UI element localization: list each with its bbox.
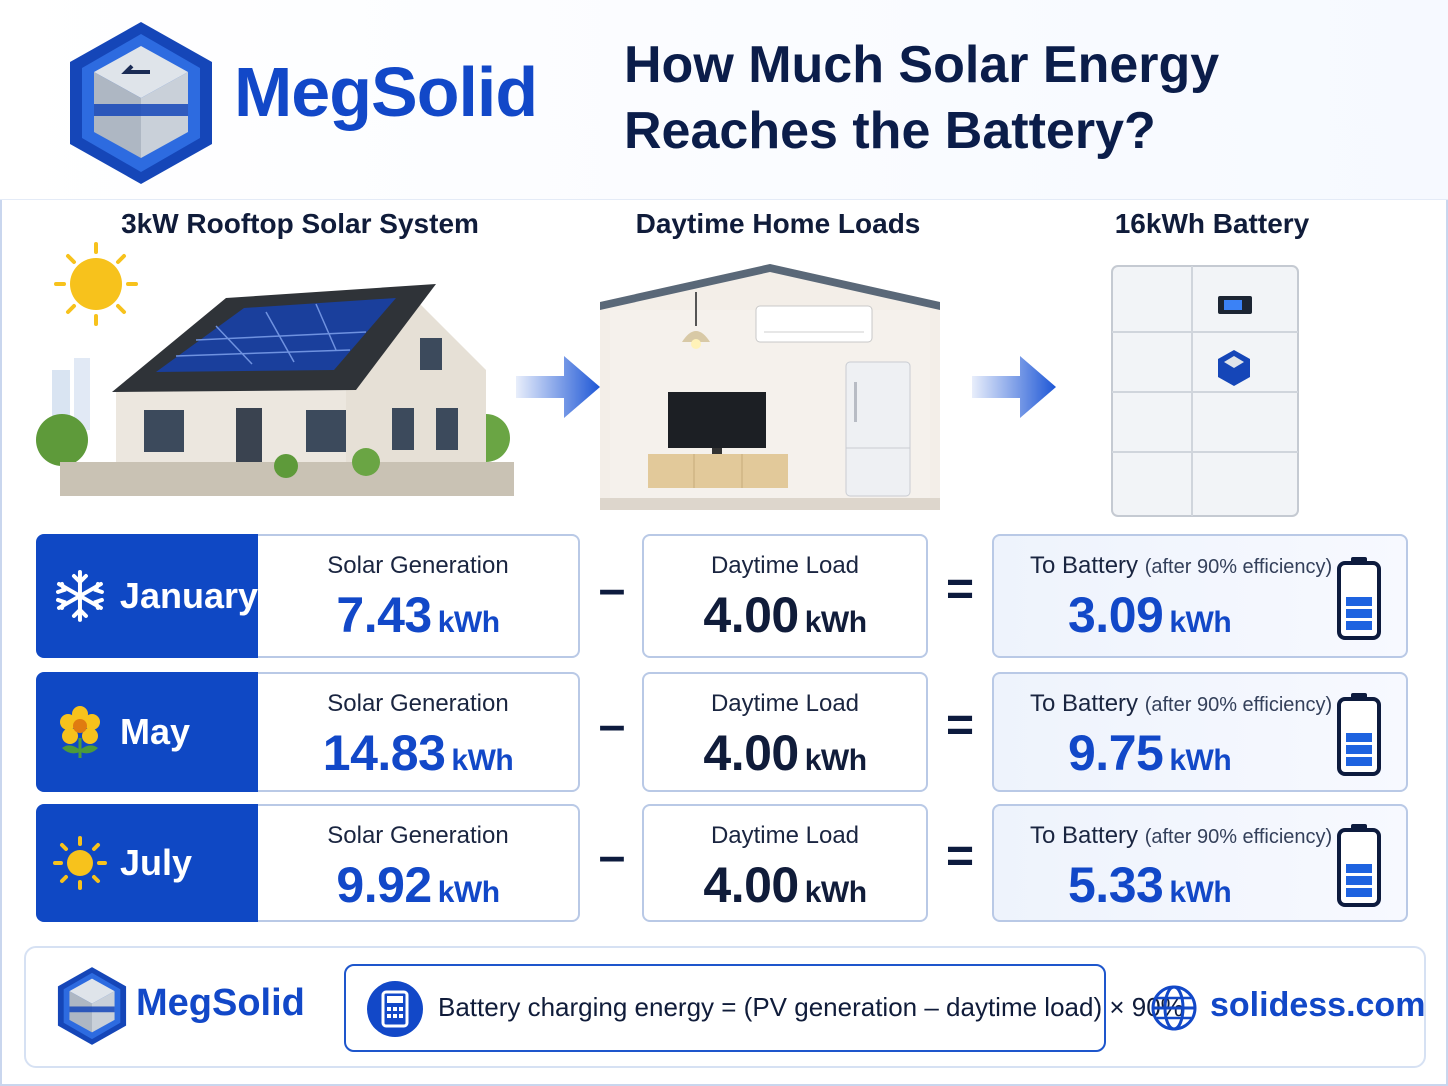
equals-sign: =: [945, 699, 975, 752]
header: MegSolid How Much Solar Energy Reaches t…: [0, 0, 1448, 200]
month-label-january: January: [36, 534, 258, 658]
generation-label: Solar Generation: [327, 552, 509, 579]
solar-generation-card: Solar Generation 9.92 kWh: [258, 804, 580, 922]
load-value: 4.00 kWh: [703, 725, 867, 781]
generation-label: Solar Generation: [327, 822, 509, 849]
generation-label: Solar Generation: [327, 690, 509, 717]
minus-sign: –: [598, 699, 626, 752]
daytime-load-card: Daytime Load 4.00 kWh: [642, 804, 928, 922]
month-name: January: [119, 575, 258, 616]
minus-sign: –: [598, 563, 626, 616]
battery-level-icon: [1336, 691, 1382, 777]
month-label-july: July: [36, 804, 258, 922]
month-label-may: May: [36, 672, 258, 792]
to-battery-value: 9.75 kWh: [1068, 725, 1232, 781]
month-name: May: [120, 711, 191, 752]
sun-icon: [54, 242, 138, 326]
battery-level-icon: [1336, 555, 1382, 641]
megsolid-logo-icon: [70, 22, 212, 184]
battery-level-icon: [1336, 822, 1382, 908]
daytime-load-card: Daytime Load 4.00 kWh: [642, 534, 928, 658]
formula-text: Battery charging energy = (PV generation…: [438, 992, 1184, 1022]
solar-section-title: 3kW Rooftop Solar System: [121, 208, 479, 239]
to-battery-card: To Battery (after 90% efficiency) 5.33 kW…: [992, 804, 1408, 922]
formula-box: Battery charging energy = (PV generation…: [344, 964, 1184, 1052]
flow-arrow-icon: [516, 356, 600, 418]
generation-value: 9.92 kWh: [336, 857, 500, 913]
load-label: Daytime Load: [710, 552, 860, 579]
load-value: 4.00 kWh: [703, 587, 867, 643]
brand-name: MegSolid: [234, 53, 538, 131]
to-battery-label: To Battery (after 90% efficiency): [1030, 822, 1333, 849]
page-title: How Much Solar Energy Reaches the Batter…: [624, 36, 1220, 160]
megsolid-logo-icon: [57, 967, 127, 1045]
daytime-load-card: Daytime Load 4.00 kWh: [642, 672, 928, 792]
load-value: 4.00 kWh: [703, 857, 867, 913]
to-battery-value: 3.09 kWh: [1068, 587, 1232, 643]
to-battery-value: 5.33 kWh: [1068, 857, 1232, 913]
to-battery-label: To Battery (after 90% efficiency): [1030, 690, 1333, 717]
generation-value: 7.43 kWh: [336, 587, 500, 643]
to-battery-card: To Battery (after 90% efficiency) 3.09 kW…: [992, 534, 1408, 658]
battery-cabinet-illustration: [1111, 265, 1299, 517]
footer: MegSolid Battery charging energy = (PV g…: [24, 946, 1426, 1068]
minus-sign: –: [598, 830, 626, 883]
home-loads-illustration: [600, 264, 940, 510]
solar-house-illustration: [36, 242, 514, 496]
footer-brand: MegSolid: [136, 982, 305, 1024]
snowflake-icon: [52, 568, 108, 624]
loads-section-title: Daytime Home Loads: [635, 208, 921, 239]
equals-sign: =: [945, 563, 975, 616]
solar-generation-card: Solar Generation 7.43 kWh: [258, 534, 580, 658]
globe-icon: [1151, 985, 1197, 1031]
solar-generation-card: Solar Generation 14.83 kWh: [258, 672, 580, 792]
to-battery-label: To Battery (after 90% efficiency): [1030, 552, 1333, 579]
load-label: Daytime Load: [710, 822, 860, 849]
month-name: July: [120, 842, 193, 883]
load-label: Daytime Load: [710, 690, 860, 717]
flower-icon: [52, 704, 108, 760]
battery-section-title: 16kWh Battery: [1114, 208, 1310, 239]
calculator-icon: [367, 981, 423, 1037]
equals-sign: =: [945, 830, 975, 883]
flow-arrow-icon: [972, 356, 1056, 418]
generation-value: 14.83 kWh: [322, 725, 514, 781]
to-battery-card: To Battery (after 90% efficiency) 9.75 kW…: [992, 672, 1408, 792]
website-link[interactable]: solidess.com: [1210, 986, 1426, 1024]
sun-icon: [52, 835, 108, 891]
